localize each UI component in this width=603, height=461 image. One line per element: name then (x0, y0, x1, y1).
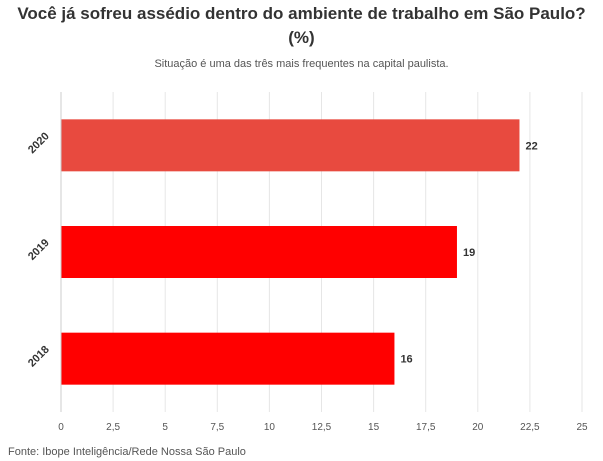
source-note: Fonte: Ibope Inteligência/Rede Nossa São… (8, 446, 246, 458)
bar-value-label-2020: 22 (525, 140, 537, 152)
x-tick-label-5: 12,5 (312, 422, 332, 433)
x-tick-label-1: 2,5 (106, 422, 120, 433)
y-category-label-2018: 2018 (26, 344, 52, 370)
bar-2020 (61, 119, 520, 172)
y-category-label-2020: 2020 (26, 130, 52, 156)
bar-value-label-2018: 16 (400, 354, 412, 366)
x-tick-label-6: 15 (368, 422, 380, 433)
x-tick-label-10: 25 (576, 422, 588, 433)
bar-2018 (61, 332, 395, 385)
x-tick-label-7: 17,5 (416, 422, 436, 433)
x-tick-label-3: 7,5 (210, 422, 224, 433)
bar-chart: 0 2,5 5 7,5 10 12,5 15 17,5 20 22,5 25 22 2020 19 2019… (26, 92, 588, 433)
x-tick-label-8: 20 (472, 422, 484, 433)
bar-2019 (61, 226, 457, 278)
x-tick-label-4: 10 (264, 422, 276, 433)
chart-title-line-1: Você já sofreu assédio dentro do ambient… (17, 4, 586, 23)
x-tick-label-2: 5 (162, 422, 168, 433)
chart-subtitle: Situação é uma das três mais frequentes … (154, 58, 449, 70)
chart-title: Você já sofreu assédio dentro do ambient… (0, 2, 603, 50)
x-tick-label-9: 22,5 (520, 422, 540, 433)
y-category-label-2019: 2019 (26, 237, 52, 263)
chart-title-line-2: (%) (288, 28, 315, 47)
bar-value-label-2019: 19 (463, 247, 475, 259)
x-tick-label-0: 0 (58, 422, 64, 433)
